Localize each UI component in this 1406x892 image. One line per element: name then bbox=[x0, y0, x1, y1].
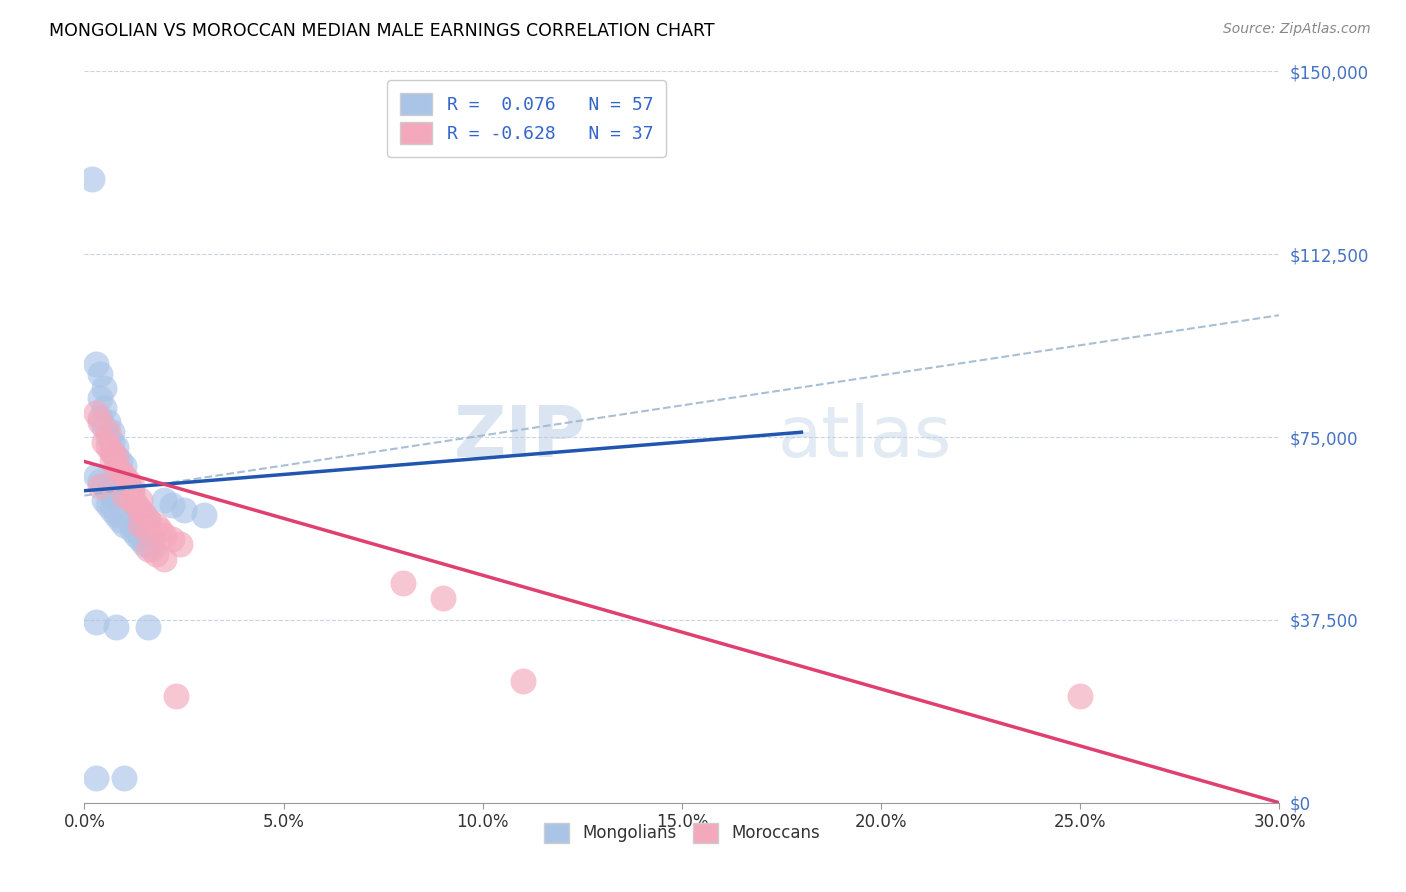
Point bbox=[89, 391, 111, 405]
Point bbox=[89, 410, 111, 425]
Point bbox=[121, 493, 143, 508]
Point bbox=[97, 416, 120, 430]
Point bbox=[121, 483, 143, 498]
Point bbox=[112, 469, 135, 483]
Point bbox=[121, 493, 143, 508]
Point bbox=[86, 469, 108, 483]
Point bbox=[93, 493, 115, 508]
Point bbox=[132, 537, 156, 551]
Point bbox=[112, 772, 135, 786]
Point bbox=[86, 772, 108, 786]
Point bbox=[105, 440, 128, 454]
Point bbox=[125, 499, 148, 513]
Point bbox=[132, 508, 156, 522]
Point bbox=[117, 479, 139, 493]
Legend: Mongolians, Moroccans: Mongolians, Moroccans bbox=[534, 813, 830, 853]
Point bbox=[512, 673, 534, 688]
Point bbox=[112, 474, 135, 488]
Point bbox=[153, 552, 176, 566]
Point bbox=[112, 489, 135, 503]
Point bbox=[160, 499, 183, 513]
Point bbox=[101, 444, 124, 458]
Text: ZIP: ZIP bbox=[454, 402, 586, 472]
Point bbox=[149, 523, 172, 537]
Point bbox=[105, 620, 128, 634]
Point bbox=[86, 406, 108, 420]
Point bbox=[89, 474, 111, 488]
Point bbox=[121, 479, 143, 493]
Point bbox=[141, 542, 163, 557]
Point bbox=[105, 459, 128, 474]
Text: atlas: atlas bbox=[778, 402, 952, 472]
Point bbox=[136, 513, 159, 527]
Point bbox=[105, 450, 128, 464]
Point bbox=[97, 483, 120, 498]
Point bbox=[112, 517, 135, 532]
Point bbox=[101, 489, 124, 503]
Point bbox=[82, 171, 104, 186]
Point bbox=[129, 503, 152, 517]
Point bbox=[105, 450, 128, 464]
Point bbox=[110, 454, 132, 468]
Point bbox=[132, 523, 156, 537]
Point bbox=[136, 523, 159, 537]
Text: Source: ZipAtlas.com: Source: ZipAtlas.com bbox=[1223, 22, 1371, 37]
Point bbox=[165, 689, 187, 703]
Point bbox=[132, 508, 156, 522]
Point bbox=[97, 430, 120, 444]
Point bbox=[110, 464, 132, 478]
Point bbox=[136, 513, 159, 527]
Point bbox=[392, 576, 415, 591]
Point bbox=[93, 479, 115, 493]
Point bbox=[121, 523, 143, 537]
Point bbox=[101, 434, 124, 449]
Point bbox=[93, 420, 115, 434]
Point bbox=[125, 527, 148, 541]
Point bbox=[129, 533, 152, 547]
Point bbox=[101, 444, 124, 458]
Point bbox=[97, 425, 120, 440]
Point bbox=[141, 533, 163, 547]
Point bbox=[86, 357, 108, 371]
Point bbox=[136, 542, 159, 557]
Point bbox=[112, 459, 135, 474]
Point bbox=[93, 434, 115, 449]
Point bbox=[110, 469, 132, 483]
Point bbox=[97, 499, 120, 513]
Point bbox=[136, 620, 159, 634]
Point bbox=[145, 547, 167, 561]
Point bbox=[97, 440, 120, 454]
Point bbox=[89, 479, 111, 493]
Point bbox=[86, 615, 108, 630]
Point bbox=[129, 503, 152, 517]
Point bbox=[89, 367, 111, 381]
Point bbox=[125, 499, 148, 513]
Point bbox=[432, 591, 454, 605]
Point bbox=[153, 527, 176, 541]
Point bbox=[93, 401, 115, 415]
Point bbox=[101, 503, 124, 517]
Point bbox=[129, 493, 152, 508]
Point bbox=[93, 381, 115, 395]
Point bbox=[89, 416, 111, 430]
Text: MONGOLIAN VS MOROCCAN MEDIAN MALE EARNINGS CORRELATION CHART: MONGOLIAN VS MOROCCAN MEDIAN MALE EARNIN… bbox=[49, 22, 714, 40]
Point bbox=[193, 508, 215, 522]
Point bbox=[129, 517, 152, 532]
Point bbox=[110, 513, 132, 527]
Point bbox=[153, 493, 176, 508]
Point bbox=[160, 533, 183, 547]
Point bbox=[121, 489, 143, 503]
Point bbox=[101, 454, 124, 468]
Point bbox=[117, 474, 139, 488]
Point bbox=[112, 489, 135, 503]
Point bbox=[129, 517, 152, 532]
Point bbox=[136, 527, 159, 541]
Point bbox=[105, 464, 128, 478]
Point bbox=[1069, 689, 1091, 703]
Point bbox=[145, 517, 167, 532]
Point bbox=[169, 537, 191, 551]
Point bbox=[101, 425, 124, 440]
Point bbox=[105, 508, 128, 522]
Point bbox=[173, 503, 195, 517]
